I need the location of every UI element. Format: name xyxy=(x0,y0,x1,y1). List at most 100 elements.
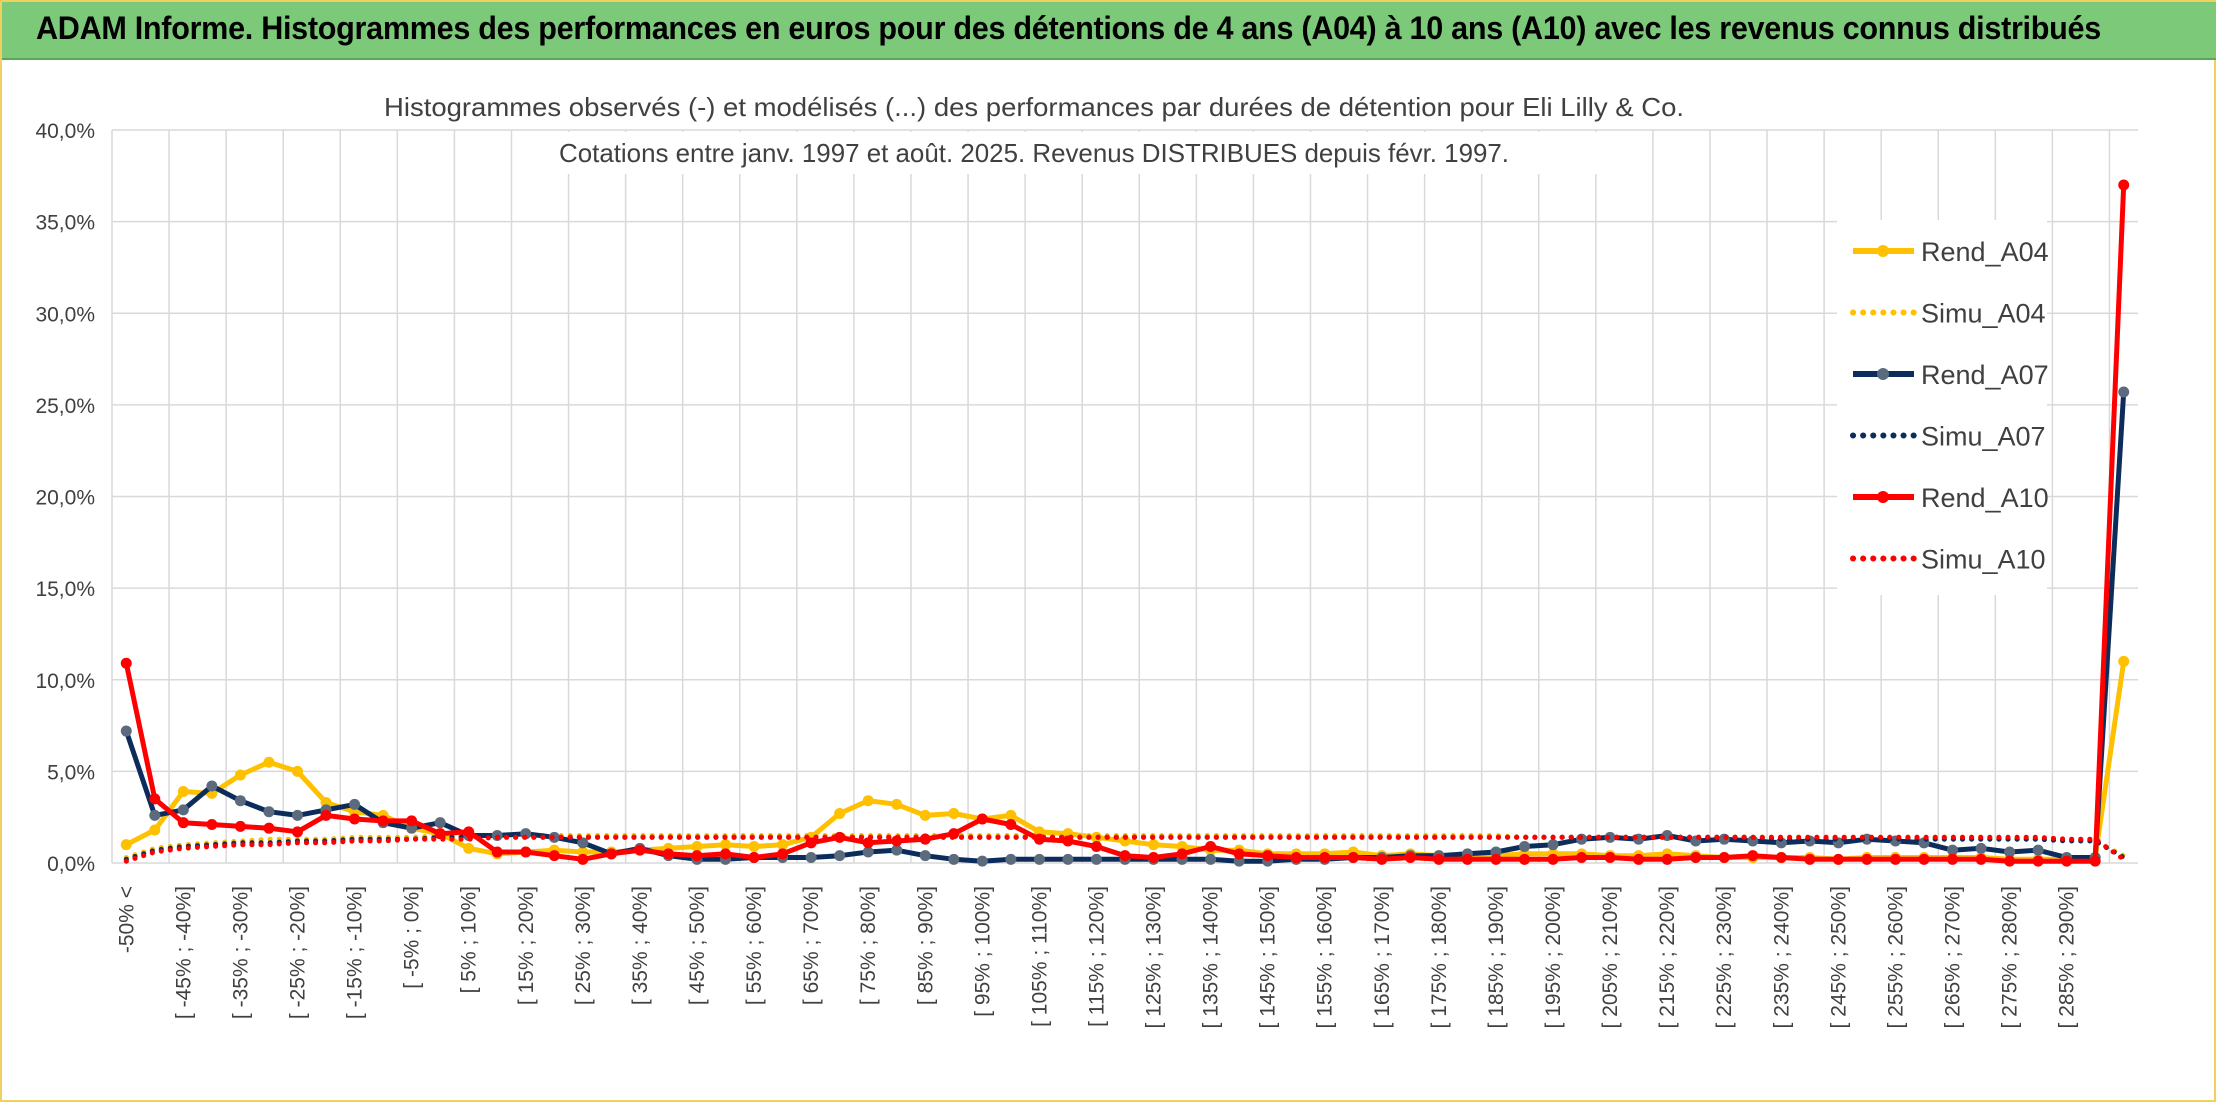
data-point xyxy=(1005,809,1017,821)
data-point xyxy=(291,809,303,821)
data-point xyxy=(120,725,132,737)
legend-label: Rend_A07 xyxy=(1921,360,2049,390)
x-tick-label: [ 145% ; 150%] xyxy=(1257,886,1280,1028)
legend-label: Simu_A10 xyxy=(1921,545,2046,575)
x-tick-label: [ 235% ; 240%] xyxy=(1770,886,1793,1028)
data-point xyxy=(577,837,589,849)
data-point xyxy=(520,846,532,858)
y-axis: 0,0% 5,0% 10,0% 15,0% 20,0% 25,0% 30,0% 35,0% 40… xyxy=(35,120,95,876)
data-point xyxy=(720,848,732,860)
series-Rend_A10 xyxy=(120,179,2130,867)
data-point xyxy=(491,846,503,858)
data-point xyxy=(1975,842,1987,854)
data-point xyxy=(377,815,389,827)
data-point xyxy=(434,828,446,840)
y-tick-label: 40,0% xyxy=(35,120,95,143)
data-point xyxy=(463,826,475,838)
x-tick-label: [ 275% ; 280%] xyxy=(1999,886,2022,1028)
data-point xyxy=(177,817,189,829)
y-tick-label: 30,0% xyxy=(35,303,95,326)
legend-label: Simu_A04 xyxy=(1921,299,2046,329)
data-point xyxy=(1205,853,1217,865)
data-point xyxy=(777,839,789,851)
report-banner: ADAM Informe. Histogrammes des performan… xyxy=(2,2,2216,60)
series-Simu_A10 xyxy=(123,834,2127,864)
data-point xyxy=(1033,853,1045,865)
data-point xyxy=(1604,852,1616,864)
data-point xyxy=(1975,853,1987,865)
data-point xyxy=(691,841,703,853)
data-point xyxy=(948,808,960,820)
data-point xyxy=(1090,853,1102,865)
legend-item: Simu_A04 xyxy=(1850,299,2046,329)
legend-item: Rend_A10 xyxy=(1853,483,2049,513)
x-tick-label: [ 25% ; 30%] xyxy=(572,886,595,1005)
data-point xyxy=(291,765,303,777)
y-tick-label: 0,0% xyxy=(47,853,95,876)
x-tick-label: [ 115% ; 120%] xyxy=(1085,886,1108,1027)
legend-marker xyxy=(1877,491,1889,503)
subtitle-backdrop xyxy=(562,132,1617,174)
chart-title: Histogrammes observés (-) et modélisés (… xyxy=(384,92,1684,122)
data-point xyxy=(320,809,332,821)
histogram-chart: 0,0% 5,0% 10,0% 15,0% 20,0% 25,0% 30,0% 35,0% 40… xyxy=(35,86,2138,1028)
x-tick-label: [ 155% ; 160%] xyxy=(1314,886,1337,1028)
data-point xyxy=(1861,853,1873,865)
grid xyxy=(111,129,2138,864)
x-tick-label: [ 135% ; 140%] xyxy=(1200,886,1223,1028)
legend-item: Rend_A04 xyxy=(1853,237,2049,267)
data-point xyxy=(1376,853,1388,865)
x-tick-label: [ 55% ; 60%] xyxy=(743,886,766,1005)
x-tick-label: [ 185% ; 190%] xyxy=(1485,886,1508,1028)
legend-marker xyxy=(1877,245,1889,257)
title-background xyxy=(462,86,1767,174)
data-point xyxy=(605,848,617,860)
legend-item: Rend_A07 xyxy=(1853,360,2049,390)
x-tick-label: [ 165% ; 170%] xyxy=(1371,886,1394,1028)
data-point xyxy=(891,844,903,856)
data-point xyxy=(1062,853,1074,865)
data-point xyxy=(634,844,646,856)
data-point xyxy=(1518,853,1530,865)
x-tick-label: [ 65% ; 70%] xyxy=(800,886,823,1005)
data-point xyxy=(1547,853,1559,865)
data-point xyxy=(2118,655,2130,667)
x-tick-label: [ 85% ; 90%] xyxy=(914,886,937,1005)
data-point xyxy=(349,798,361,810)
data-point xyxy=(577,853,589,865)
data-point xyxy=(1148,839,1160,851)
data-point xyxy=(2032,855,2044,867)
data-point xyxy=(1490,853,1502,865)
data-point xyxy=(406,815,418,827)
x-tick-label: [ 265% ; 270%] xyxy=(1942,886,1965,1028)
data-point xyxy=(120,657,132,669)
data-point xyxy=(2118,179,2130,191)
x-tick-label: [ -25% ; -20%] xyxy=(286,886,309,1019)
data-point xyxy=(2032,844,2044,856)
data-point xyxy=(234,795,246,807)
data-point xyxy=(834,850,846,862)
x-tick-label: [ 255% ; 260%] xyxy=(1884,886,1907,1028)
data-point xyxy=(1347,852,1359,864)
data-point xyxy=(149,824,161,836)
data-point xyxy=(120,839,132,851)
x-tick-label: [ -5% ; 0%] xyxy=(401,886,424,989)
data-point xyxy=(234,820,246,832)
x-tick-label: [ 215% ; 220%] xyxy=(1656,886,1679,1028)
chart-subtitle: Cotations entre janv. 1997 et août. 2025… xyxy=(559,138,1509,168)
data-point xyxy=(1518,841,1530,853)
data-point xyxy=(1233,848,1245,860)
report-title: ADAM Informe. Histogrammes des performan… xyxy=(36,10,2101,46)
data-point xyxy=(805,852,817,864)
data-point xyxy=(919,809,931,821)
legend-box xyxy=(1837,220,2047,595)
data-point xyxy=(206,780,218,792)
data-point xyxy=(1319,852,1331,864)
data-point xyxy=(1690,852,1702,864)
legend-marker xyxy=(1877,368,1889,380)
x-tick-label: -50% < xyxy=(115,886,138,953)
data-point xyxy=(2061,855,2073,867)
x-tick-label: [ 195% ; 200%] xyxy=(1542,886,1565,1028)
data-point xyxy=(2004,846,2016,858)
